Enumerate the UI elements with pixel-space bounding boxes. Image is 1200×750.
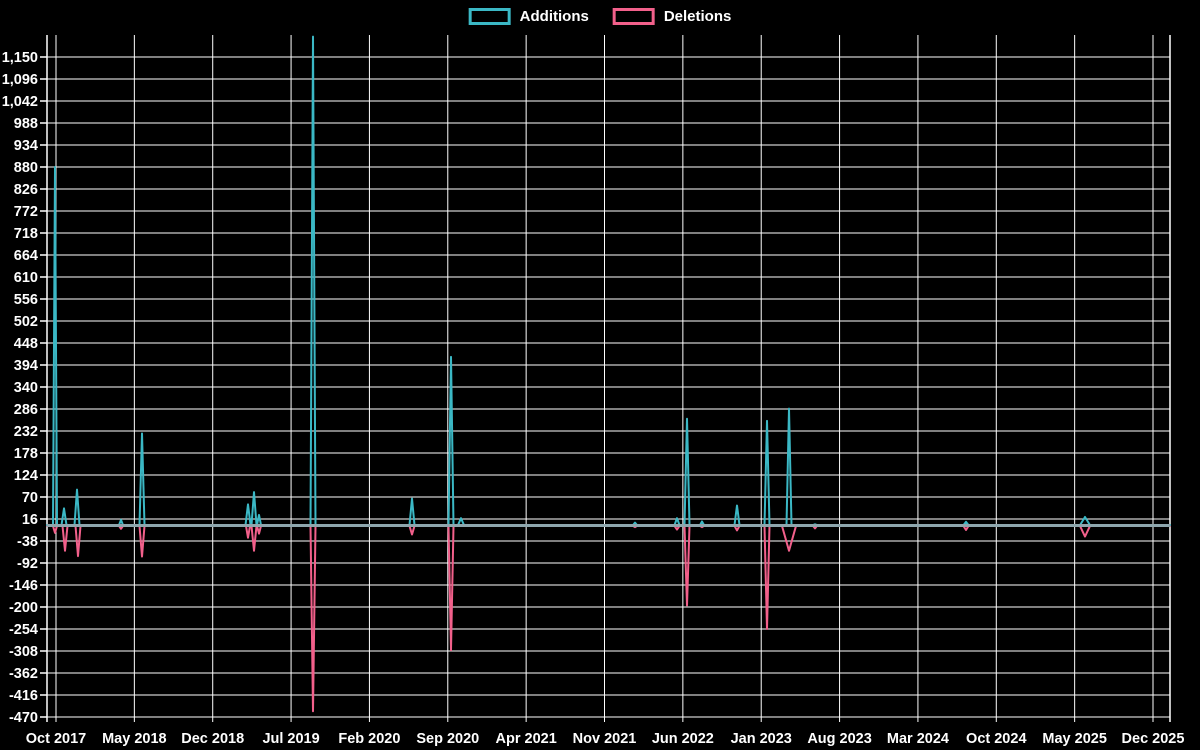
y-axis-tick-label: 664 bbox=[14, 248, 38, 264]
y-axis-tick-label: -308 bbox=[9, 644, 38, 660]
y-axis-tick-label: -254 bbox=[9, 622, 38, 638]
y-axis-tick-label: -362 bbox=[9, 666, 38, 682]
x-axis-tick-label: Jun 2022 bbox=[652, 731, 714, 747]
x-axis-tick-label: Jan 2023 bbox=[731, 731, 792, 747]
x-axis-tick-label: Sep 2020 bbox=[416, 731, 479, 747]
y-axis-tick-label: 340 bbox=[14, 380, 38, 396]
y-axis-tick-label: 1,150 bbox=[2, 50, 38, 66]
x-axis-tick-label: Mar 2024 bbox=[887, 731, 949, 747]
series-line-deletions bbox=[46, 524, 1171, 713]
legend-item-additions[interactable]: Additions bbox=[468, 8, 589, 25]
y-axis-tick-label: 610 bbox=[14, 270, 38, 286]
x-axis-tick-label: Dec 2025 bbox=[1122, 731, 1185, 747]
y-axis-tick-label: 1,042 bbox=[2, 94, 38, 110]
x-axis-tick-label: Dec 2018 bbox=[181, 731, 244, 747]
y-axis-tick-label: -146 bbox=[9, 578, 38, 594]
y-axis-tick-label: 826 bbox=[14, 182, 38, 198]
y-axis-tick-label: 502 bbox=[14, 314, 38, 330]
y-axis-tick-label: 556 bbox=[14, 292, 38, 308]
y-axis-tick-label: 880 bbox=[14, 160, 38, 176]
legend-label-additions: Additions bbox=[519, 8, 589, 25]
x-axis-tick-label: Feb 2020 bbox=[338, 731, 400, 747]
legend-item-deletions[interactable]: Deletions bbox=[612, 8, 732, 25]
y-axis-tick-label: 286 bbox=[14, 402, 38, 418]
deletions-swatch bbox=[612, 8, 655, 25]
y-axis-tick-label: -200 bbox=[9, 600, 38, 616]
y-axis-tick-label: -470 bbox=[9, 710, 38, 726]
x-axis-tick-label: Apr 2021 bbox=[496, 731, 557, 747]
y-axis-tick-label: 448 bbox=[14, 336, 38, 352]
y-axis-tick-label: -92 bbox=[17, 556, 38, 572]
y-axis-tick-label: 232 bbox=[14, 424, 38, 440]
y-axis-tick-label: 16 bbox=[22, 512, 38, 528]
x-axis-tick-label: Jul 2019 bbox=[262, 731, 319, 747]
y-axis-tick-label: 772 bbox=[14, 204, 38, 220]
x-axis-tick-label: Oct 2017 bbox=[26, 731, 86, 747]
x-axis-tick-label: Nov 2021 bbox=[573, 731, 637, 747]
y-axis-tick-label: 718 bbox=[14, 226, 38, 242]
x-axis-tick-label: May 2018 bbox=[102, 731, 167, 747]
y-axis-tick-label: 178 bbox=[14, 446, 38, 462]
x-axis-tick-label: May 2025 bbox=[1042, 731, 1107, 747]
y-axis-tick-label: 124 bbox=[14, 468, 38, 484]
legend-label-deletions: Deletions bbox=[663, 8, 732, 25]
y-axis-tick-label: 988 bbox=[14, 116, 38, 132]
y-axis-tick-label: -38 bbox=[17, 534, 38, 550]
x-axis-tick-label: Oct 2024 bbox=[966, 731, 1026, 747]
y-axis-tick-label: 1,096 bbox=[2, 72, 38, 88]
y-axis-tick-label: 394 bbox=[14, 358, 38, 374]
x-axis-tick-label: Aug 2023 bbox=[807, 731, 871, 747]
chart-legend: Additions Deletions bbox=[468, 8, 732, 25]
y-axis-tick-label: -416 bbox=[9, 688, 38, 704]
y-axis-tick-label: 934 bbox=[14, 138, 38, 154]
additions-swatch bbox=[468, 8, 511, 25]
y-axis-tick-label: 70 bbox=[22, 490, 38, 506]
series-line-additions bbox=[46, 35, 1171, 527]
